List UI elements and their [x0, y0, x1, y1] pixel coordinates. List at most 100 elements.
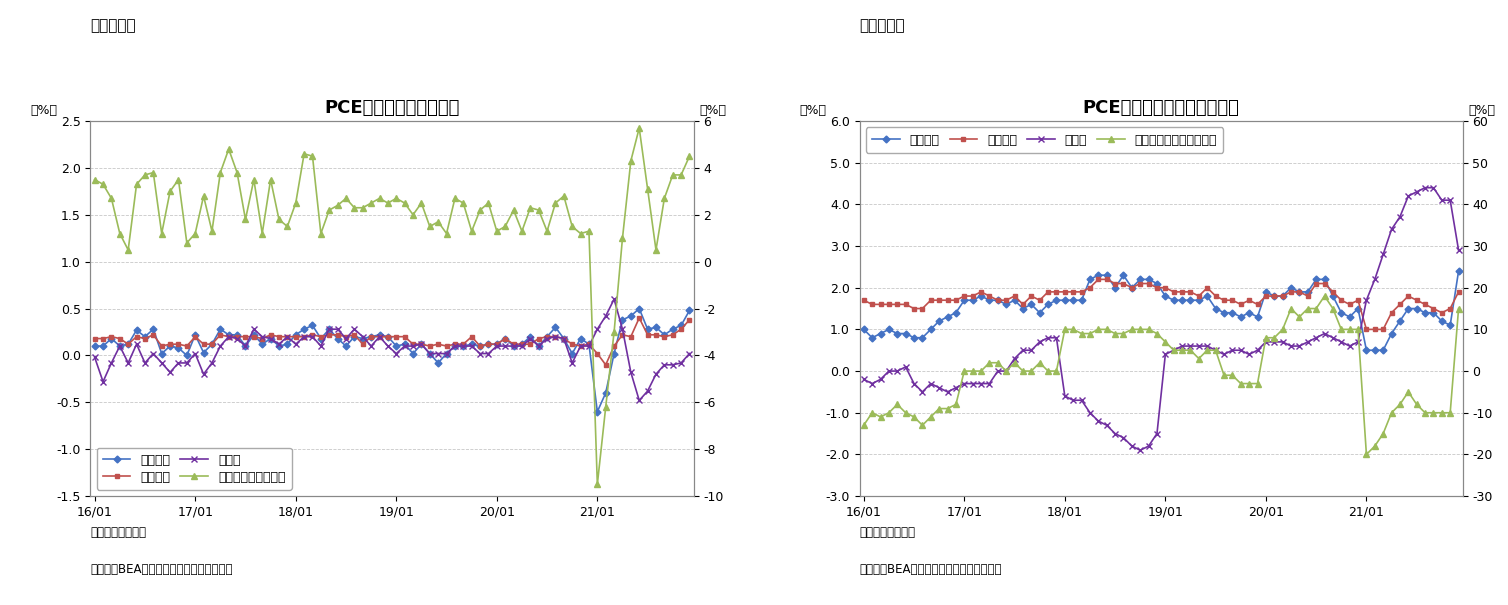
エネルギー関連（右軸） [1449, 305, 1467, 312]
食料品 [1449, 247, 1467, 254]
コア指数 [1416, 301, 1434, 308]
コア指数 [855, 296, 873, 304]
コア指数 [630, 315, 648, 322]
コア指数 [86, 335, 104, 342]
食料品 [86, 354, 104, 361]
エネルギー（右軸） [86, 176, 104, 183]
食料品 [1265, 338, 1283, 345]
Text: （資料）BEAよりニッセイ基礎研究所作成: （資料）BEAよりニッセイ基礎研究所作成 [860, 563, 1001, 575]
エネルギー関連（右軸） [938, 405, 956, 412]
エネルギー（右軸） [630, 125, 648, 132]
Legend: 総合指数, コア指数, 食料品, エネルギー関連（右軸）: 総合指数, コア指数, 食料品, エネルギー関連（右軸） [866, 127, 1223, 152]
Legend: 総合指数, コア指数, 食料品, エネルギー（右軸）: 総合指数, コア指数, 食料品, エネルギー（右軸） [97, 448, 291, 490]
食料品 [1407, 188, 1425, 195]
食料品 [1131, 446, 1149, 454]
エネルギー関連（右軸） [1357, 451, 1375, 458]
Line: 食料品: 食料品 [90, 296, 694, 404]
総合指数 [463, 341, 481, 348]
総合指数 [1190, 296, 1208, 304]
食料品 [855, 376, 873, 383]
食料品 [169, 359, 187, 367]
コア指数 [1449, 288, 1467, 295]
総合指数 [680, 307, 698, 314]
Title: PCE価格指数（前年同月比）: PCE価格指数（前年同月比） [1083, 99, 1240, 117]
総合指数 [1256, 288, 1274, 295]
コア指数 [680, 316, 698, 324]
食料品 [1240, 351, 1258, 358]
総合指数 [938, 313, 956, 321]
エネルギー（右軸） [680, 152, 698, 160]
コア指数 [938, 296, 956, 304]
エネルギー（右軸） [463, 227, 481, 235]
総合指数 [1357, 347, 1375, 354]
総合指数 [1449, 267, 1467, 275]
エネルギー関連（右軸） [1056, 325, 1074, 333]
総合指数 [855, 325, 873, 333]
コア指数 [169, 341, 187, 348]
Line: コア指数: コア指数 [92, 315, 692, 367]
総合指数 [630, 305, 648, 312]
Line: 総合指数: 総合指数 [92, 306, 692, 414]
コア指数 [421, 342, 439, 350]
総合指数 [997, 301, 1015, 308]
Text: （%）: （%） [799, 104, 826, 117]
エネルギー（右軸） [169, 176, 187, 183]
コア指数 [1056, 288, 1074, 295]
エネルギー関連（右軸） [1315, 292, 1333, 299]
エネルギー関連（右軸） [1416, 409, 1434, 416]
Line: コア指数: コア指数 [861, 277, 1461, 332]
エネルギー（右軸） [647, 246, 665, 253]
コア指数 [1089, 276, 1107, 283]
エネルギー関連（右軸） [1232, 380, 1250, 387]
総合指数 [647, 324, 665, 331]
総合指数 [1056, 296, 1074, 304]
総合指数 [588, 408, 606, 415]
エネルギー関連（右軸） [1256, 334, 1274, 341]
食料品 [487, 342, 505, 350]
Text: （図表６）: （図表６） [90, 18, 136, 33]
Text: （注）季節調整済: （注）季節調整済 [90, 526, 146, 539]
食料品 [630, 397, 648, 404]
食料品 [287, 341, 305, 348]
Line: 食料品: 食料品 [860, 184, 1463, 454]
食料品 [1056, 393, 1074, 400]
Title: PCE価格指数（前月比）: PCE価格指数（前月比） [324, 99, 460, 117]
Text: （%）: （%） [700, 104, 727, 117]
Text: （%）: （%） [1469, 104, 1496, 117]
エネルギー関連（右軸） [855, 422, 873, 429]
食料品 [1199, 342, 1217, 350]
エネルギー（右軸） [287, 200, 305, 207]
コア指数 [647, 331, 665, 338]
総合指数 [169, 344, 187, 352]
食料品 [680, 350, 698, 357]
Text: （注）季節調整済: （注）季節調整済 [860, 526, 915, 539]
Text: （図表７）: （図表７） [860, 18, 905, 33]
コア指数 [1240, 296, 1258, 304]
食料品 [605, 296, 623, 303]
コア指数 [487, 341, 505, 348]
総合指数 [86, 342, 104, 350]
コア指数 [463, 333, 481, 340]
食料品 [647, 370, 665, 378]
Text: （資料）BEAよりニッセイ基礎研究所作成: （資料）BEAよりニッセイ基礎研究所作成 [90, 563, 232, 575]
Line: 総合指数: 総合指数 [861, 269, 1461, 353]
食料品 [421, 350, 439, 357]
総合指数 [1232, 313, 1250, 321]
エネルギー（右軸） [588, 481, 606, 488]
食料品 [463, 342, 481, 350]
総合指数 [421, 350, 439, 357]
エネルギー（右軸） [487, 227, 505, 235]
総合指数 [287, 331, 305, 338]
コア指数 [1357, 325, 1375, 333]
Line: エネルギー関連（右軸）: エネルギー関連（右軸） [861, 293, 1461, 457]
食料品 [938, 388, 956, 396]
エネルギー関連（右軸） [1190, 355, 1208, 362]
Line: エネルギー（右軸）: エネルギー（右軸） [92, 125, 692, 487]
エネルギー（右軸） [421, 223, 439, 230]
コア指数 [597, 361, 615, 368]
コア指数 [1265, 292, 1283, 299]
総合指数 [487, 341, 505, 348]
コア指数 [1199, 284, 1217, 292]
Text: （%）: （%） [30, 104, 57, 117]
食料品 [1416, 184, 1434, 191]
